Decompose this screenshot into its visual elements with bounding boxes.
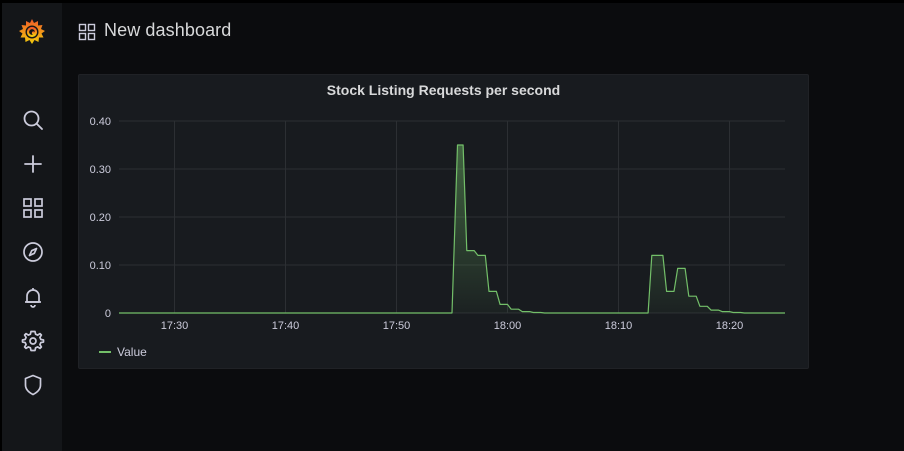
- sidebar: [0, 3, 62, 451]
- bell-icon[interactable]: [21, 285, 45, 309]
- y-tick-label: 0: [105, 308, 111, 320]
- x-tick-label: 18:20: [716, 320, 744, 332]
- dashboard-grid-icon: [78, 23, 96, 41]
- legend-swatch: [99, 351, 111, 353]
- dashboard-title[interactable]: New dashboard: [104, 20, 232, 40]
- shield-icon[interactable]: [21, 373, 45, 397]
- series-line-value: [119, 144, 785, 314]
- grafana-logo-icon[interactable]: [16, 16, 48, 48]
- compass-icon[interactable]: [21, 240, 45, 264]
- legend-label: Value: [117, 345, 147, 359]
- series-area-value: [119, 145, 785, 313]
- y-tick-label: 0.40: [90, 116, 111, 128]
- gear-icon[interactable]: [21, 329, 45, 353]
- x-tick-label: 17:30: [161, 320, 189, 332]
- graph-panel: Stock Listing Requests per second 0 0.10 0…: [78, 74, 809, 369]
- x-tick-label: 18:10: [605, 320, 633, 332]
- search-icon[interactable]: [21, 108, 45, 132]
- y-tick-label: 0.10: [90, 260, 111, 272]
- x-tick-label: 18:00: [494, 320, 522, 332]
- plus-icon[interactable]: [21, 152, 45, 176]
- time-series-chart: 0 0.10 0.20 0.30 0.40 17:30 17:40 17:50 18:00 18:…: [90, 116, 785, 332]
- x-tick-label: 17:40: [272, 320, 300, 332]
- x-tick-label: 17:50: [383, 320, 411, 332]
- y-tick-label: 0.20: [90, 212, 111, 224]
- dashboard-header: New dashboard: [62, 3, 904, 59]
- window-top-border: [0, 0, 904, 3]
- dashboards-icon[interactable]: [21, 196, 45, 220]
- panel-title[interactable]: Stock Listing Requests per second: [326, 82, 561, 98]
- y-tick-label: 0.30: [90, 164, 111, 176]
